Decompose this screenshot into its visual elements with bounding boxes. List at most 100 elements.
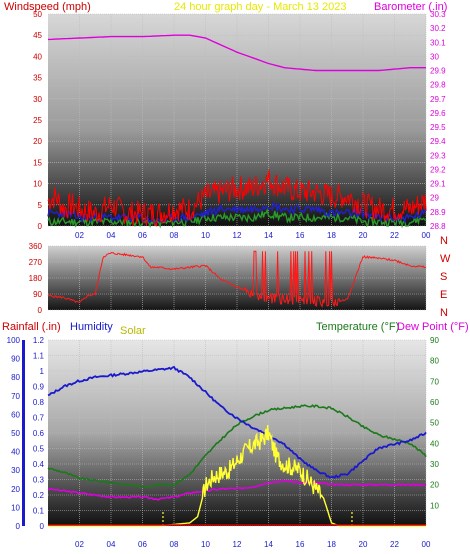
series-solar <box>48 424 426 527</box>
rain-y-tick: 0.3 <box>33 476 45 485</box>
humidity-y-tick: 100 <box>7 336 21 345</box>
barometer-y-tick: 29.5 <box>430 123 446 132</box>
x-tick: 20 <box>359 540 368 549</box>
wind-y-tick: 5 <box>38 201 43 210</box>
barometer-y-tick: 29.6 <box>430 109 446 118</box>
rain-y-tick: 1.2 <box>33 336 45 345</box>
x-tick: 04 <box>107 540 116 549</box>
barometer-y-tick: 30.2 <box>430 24 446 33</box>
temperature-y-tick: 40 <box>430 439 439 448</box>
humidity-y-tick: 10 <box>11 503 20 512</box>
rain-y-tick: 0.6 <box>33 429 45 438</box>
rain-axis-bar <box>22 340 25 526</box>
x-tick: 12 <box>233 231 242 240</box>
x-tick: 10 <box>201 231 210 240</box>
barometer-y-tick: 29.2 <box>430 165 446 174</box>
humidity-axis-title: Humidity <box>70 321 113 333</box>
barometer-y-tick: 29.7 <box>430 95 446 104</box>
temperature-y-tick: 50 <box>430 419 439 428</box>
wind-y-tick: 45 <box>33 31 42 40</box>
temperature-y-tick: 20 <box>430 481 439 490</box>
rain-y-tick: 0.4 <box>33 460 45 469</box>
rain-y-tick: 0.5 <box>33 445 45 454</box>
x-tick: 04 <box>107 231 116 240</box>
chart-day-title: 24 hour graph day - March 13 2023 <box>174 1 346 13</box>
humidity-y-tick: 40 <box>11 448 20 457</box>
compass-label: N <box>440 307 448 319</box>
panel-3-series <box>47 365 427 527</box>
series-humidity <box>47 365 427 479</box>
rain-y-tick: 1.1 <box>33 352 45 361</box>
temperature-y-tick: 90 <box>430 336 439 345</box>
wind-y-tick: 30 <box>33 95 42 104</box>
series-temperature <box>47 404 427 489</box>
wind-y-tick: 20 <box>33 137 42 146</box>
series-wind-direction <box>47 250 427 308</box>
x-tick: 00 <box>422 540 431 549</box>
x-tick: 02 <box>75 231 84 240</box>
panel-3-ticks: 0 0.1 0.2 0.3 0.4 0.5 0.6 0.7 0.8 0.9 1 1.1 1.2 0 10 20… <box>7 336 440 549</box>
x-tick: 12 <box>233 540 242 549</box>
x-tick: 00 <box>422 231 431 240</box>
rain-y-tick: 1 <box>40 367 45 376</box>
direction-y-tick: 180 <box>29 274 43 283</box>
x-tick: 16 <box>296 231 305 240</box>
x-tick: 14 <box>264 231 273 240</box>
x-tick: 08 <box>170 231 179 240</box>
wind-y-tick: 35 <box>33 74 42 83</box>
direction-y-tick: 360 <box>29 242 43 251</box>
barometer-y-tick: 29.8 <box>430 81 446 90</box>
x-tick: 10 <box>201 540 210 549</box>
temperature-y-tick: 10 <box>430 501 439 510</box>
series-barometer <box>47 34 426 72</box>
humidity-y-tick: 0 <box>16 522 21 531</box>
rain-y-tick: 0.9 <box>33 383 45 392</box>
x-tick: 18 <box>327 540 336 549</box>
panel-1-series <box>47 34 427 229</box>
wind-y-tick: 40 <box>33 52 42 61</box>
humidity-y-tick: 90 <box>11 355 20 364</box>
rain-y-tick: 0.8 <box>33 398 45 407</box>
x-tick: 06 <box>138 540 147 549</box>
barometer-y-tick: 30.3 <box>430 10 446 19</box>
rain-axis-title: Rainfall (.in) <box>2 321 61 333</box>
x-tick: 20 <box>359 231 368 240</box>
barometer-y-tick: 30.1 <box>430 38 446 47</box>
rain-y-tick: 0 <box>40 522 45 531</box>
x-tick: 22 <box>390 540 399 549</box>
series-wind-gust <box>47 169 427 228</box>
x-tick: 06 <box>138 231 147 240</box>
direction-y-tick: 90 <box>33 290 42 299</box>
humidity-y-tick: 30 <box>11 466 20 475</box>
compass-label: S <box>440 271 447 283</box>
series-wind-low <box>47 207 427 229</box>
rain-y-tick: 0.7 <box>33 414 45 423</box>
barometer-y-tick: 30 <box>430 52 439 61</box>
solar-axis-title: Solar <box>120 325 146 337</box>
temperature-y-tick: 70 <box>430 377 439 386</box>
series-dew-point <box>47 479 427 501</box>
compass-label: N <box>440 235 448 247</box>
panel-2-series <box>47 250 427 308</box>
humidity-y-tick: 60 <box>11 410 20 419</box>
rain-y-tick: 0.2 <box>33 491 45 500</box>
wind-y-tick: 15 <box>33 158 42 167</box>
x-tick: 02 <box>75 540 84 549</box>
x-tick: 14 <box>264 540 273 549</box>
temperature-y-tick: 80 <box>430 357 439 366</box>
panel-1-grid <box>48 13 427 227</box>
barometer-y-tick: 29.1 <box>430 180 446 189</box>
series-wind-average <box>47 200 427 225</box>
direction-y-tick: 0 <box>38 306 43 315</box>
barometer-axis-title: Barometer (.in) <box>374 1 447 13</box>
x-tick: 16 <box>296 540 305 549</box>
temperature-humidity-panel: 0 0.1 0.2 0.3 0.4 0.5 0.6 0.7 0.8 0.9 1 1.1 1.2 0 10 20… <box>2 321 469 549</box>
x-tick: 18 <box>327 231 336 240</box>
barometer-y-tick: 29.9 <box>430 67 446 76</box>
wind-axis-title: Windspeed (mph) <box>4 1 91 13</box>
humidity-y-tick: 70 <box>11 392 20 401</box>
wind-y-tick: 10 <box>33 180 42 189</box>
